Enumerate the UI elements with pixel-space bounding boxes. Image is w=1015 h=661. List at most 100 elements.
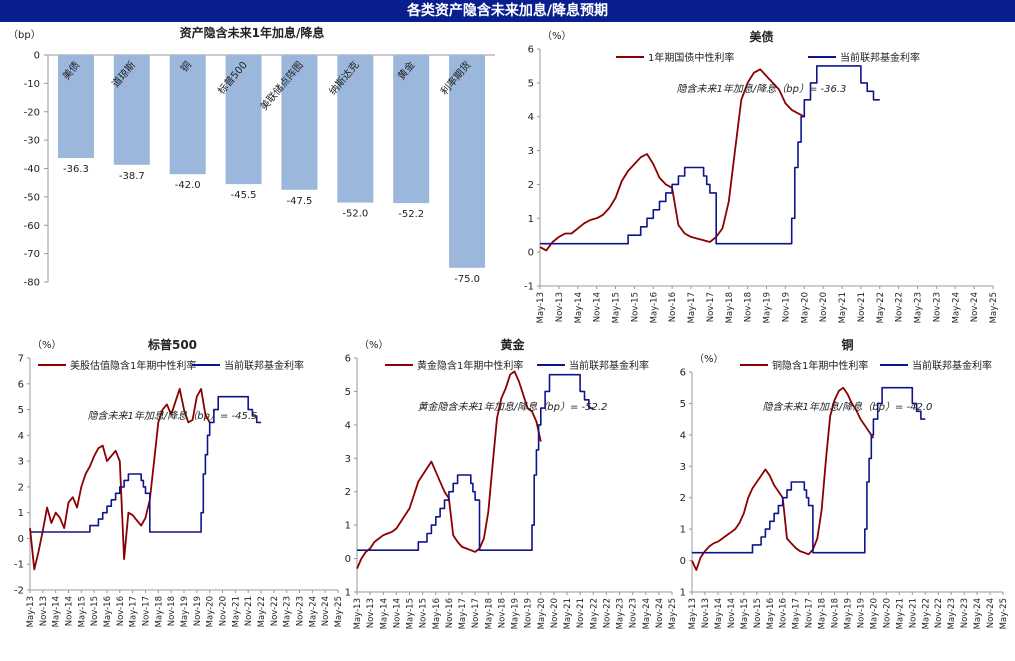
x-tick-label: May-24 <box>308 596 318 627</box>
x-tick-label: Nov-24 <box>986 598 996 628</box>
x-tick-label: May-25 <box>334 596 344 627</box>
implied-rate-line <box>29 388 211 571</box>
y-tick-label: 4 <box>528 112 534 123</box>
bar <box>281 55 318 190</box>
legend-label: 当前联邦基金利率 <box>840 51 920 64</box>
bar-data-label: -36.3 <box>63 164 89 175</box>
bar-data-label: -52.2 <box>398 209 424 220</box>
y-tick-label: 2 <box>528 180 534 191</box>
x-tick-label: May-22 <box>921 598 931 629</box>
bar-data-label: -42.0 <box>175 180 201 191</box>
x-tick-label: May-16 <box>649 292 659 323</box>
y-tick-label: 6 <box>18 379 24 390</box>
implied-rate-line <box>356 370 542 569</box>
x-tick-label: Nov-15 <box>90 596 100 626</box>
x-tick-label: May-18 <box>154 596 164 627</box>
y-tick-label: 2 <box>18 482 24 493</box>
y-tick-label: -1 <box>680 588 686 599</box>
x-tick-label: Nov-19 <box>856 598 866 628</box>
x-tick-label: May-16 <box>432 598 442 629</box>
y-tick-label: 1 <box>528 214 534 225</box>
annotation: 隐含未来1年加息/降息（bp）= -42.0 <box>763 401 933 413</box>
y-tick-label: -70 <box>24 249 40 260</box>
x-tick-label: Nov-15 <box>753 598 763 628</box>
x-tick-label: May-19 <box>180 596 190 627</box>
x-tick-label: Nov-18 <box>744 292 754 322</box>
x-tick-label: Nov-15 <box>419 598 429 628</box>
x-tick-label: Nov-15 <box>630 292 640 322</box>
x-tick-label: May-22 <box>257 596 267 627</box>
y-tick-label: -10 <box>24 79 40 90</box>
bar-data-label: -47.5 <box>287 196 313 207</box>
x-tick-label: May-21 <box>895 598 905 629</box>
x-tick-label: May-14 <box>379 598 389 629</box>
y-tick-label: -60 <box>24 221 40 232</box>
x-tick-label: Nov-14 <box>593 292 603 322</box>
bar-data-label: -52.0 <box>342 209 368 220</box>
x-tick-label: May-22 <box>876 292 886 323</box>
y-tick-label: 5 <box>528 78 534 89</box>
x-tick-label: May-13 <box>688 598 698 629</box>
x-tick-label: May-19 <box>511 598 521 629</box>
x-tick-label: Nov-13 <box>701 598 711 628</box>
x-tick-label: Nov-17 <box>805 598 815 628</box>
x-tick-label: May-17 <box>129 596 139 627</box>
x-tick-label: May-23 <box>283 596 293 627</box>
x-tick-label: Nov-13 <box>555 292 565 322</box>
x-tick-label: Nov-19 <box>193 596 203 626</box>
y-tick-label: 1 <box>18 508 24 519</box>
y-tick-label: 4 <box>18 431 24 442</box>
y-tick-label: -80 <box>24 278 40 289</box>
x-tick-label: Nov-24 <box>655 598 665 628</box>
x-tick-label: May-15 <box>77 596 87 627</box>
y-tick-label: 5 <box>680 399 686 410</box>
x-tick-label: Nov-22 <box>895 292 905 322</box>
y-tick-label: 2 <box>345 487 351 498</box>
chart-title: 标普500 <box>147 337 197 352</box>
legend-label: 当前联邦基金利率 <box>569 359 649 372</box>
x-tick-label: Nov-20 <box>550 598 560 628</box>
banner-title: 各类资产隐含未来加息/降息预期 <box>0 0 1015 22</box>
x-tick-label: May-22 <box>589 598 599 629</box>
implied-rate-line <box>539 68 805 252</box>
x-tick-label: May-23 <box>947 598 957 629</box>
y-tick-label: 1 <box>345 521 351 532</box>
x-tick-label: May-18 <box>725 292 735 323</box>
x-tick-label: Nov-21 <box>857 292 867 322</box>
x-tick-label: May-25 <box>999 598 1009 629</box>
legend-label: 铜隐含1年期中性利率 <box>772 359 868 372</box>
x-tick-label: May-18 <box>818 598 828 629</box>
y-tick-label: 0 <box>345 554 351 565</box>
y-unit-label: （%） <box>542 30 572 42</box>
y-tick-label: 0 <box>528 248 534 259</box>
y-tick-label: 0 <box>18 534 24 545</box>
x-tick-label: May-17 <box>687 292 697 323</box>
chart-title: 美债 <box>749 29 773 44</box>
x-tick-label: May-15 <box>406 598 416 629</box>
x-tick-label: Nov-23 <box>932 292 942 322</box>
y-tick-label: 3 <box>18 457 24 468</box>
x-tick-label: May-19 <box>844 598 854 629</box>
x-tick-label: Nov-24 <box>321 596 331 626</box>
x-tick-label: May-21 <box>563 598 573 629</box>
y-tick-label: 1 <box>680 525 686 536</box>
y-tick-label: 4 <box>680 430 686 441</box>
x-tick-label: May-24 <box>642 598 652 629</box>
x-tick-label: Nov-23 <box>629 598 639 628</box>
y-unit-label: （%） <box>32 339 62 351</box>
x-tick-label: May-24 <box>951 292 961 323</box>
treasury-chart-panel: 美债 （%） -1 0 1 2 3 4 5 6 May-13 Nov-13 May-14 Nov-14 Ma… <box>524 29 999 323</box>
x-tick-label: May-14 <box>574 292 584 323</box>
chart-title: 资产隐含未来1年加息/降息 <box>180 25 325 40</box>
x-tick-label: Nov-18 <box>831 598 841 628</box>
y-tick-label: 2 <box>680 493 686 504</box>
legend-label: 当前联邦基金利率 <box>224 359 304 372</box>
legend-label: 美股估值隐含1年期中性利率 <box>70 359 196 372</box>
y-tick-label: -20 <box>24 107 40 118</box>
bar <box>113 55 150 165</box>
y-unit-label: （bp） <box>8 29 41 41</box>
x-tick-label: May-19 <box>763 292 773 323</box>
bar-data-label: -75.0 <box>454 274 480 285</box>
x-tick-label: Nov-22 <box>270 596 280 626</box>
